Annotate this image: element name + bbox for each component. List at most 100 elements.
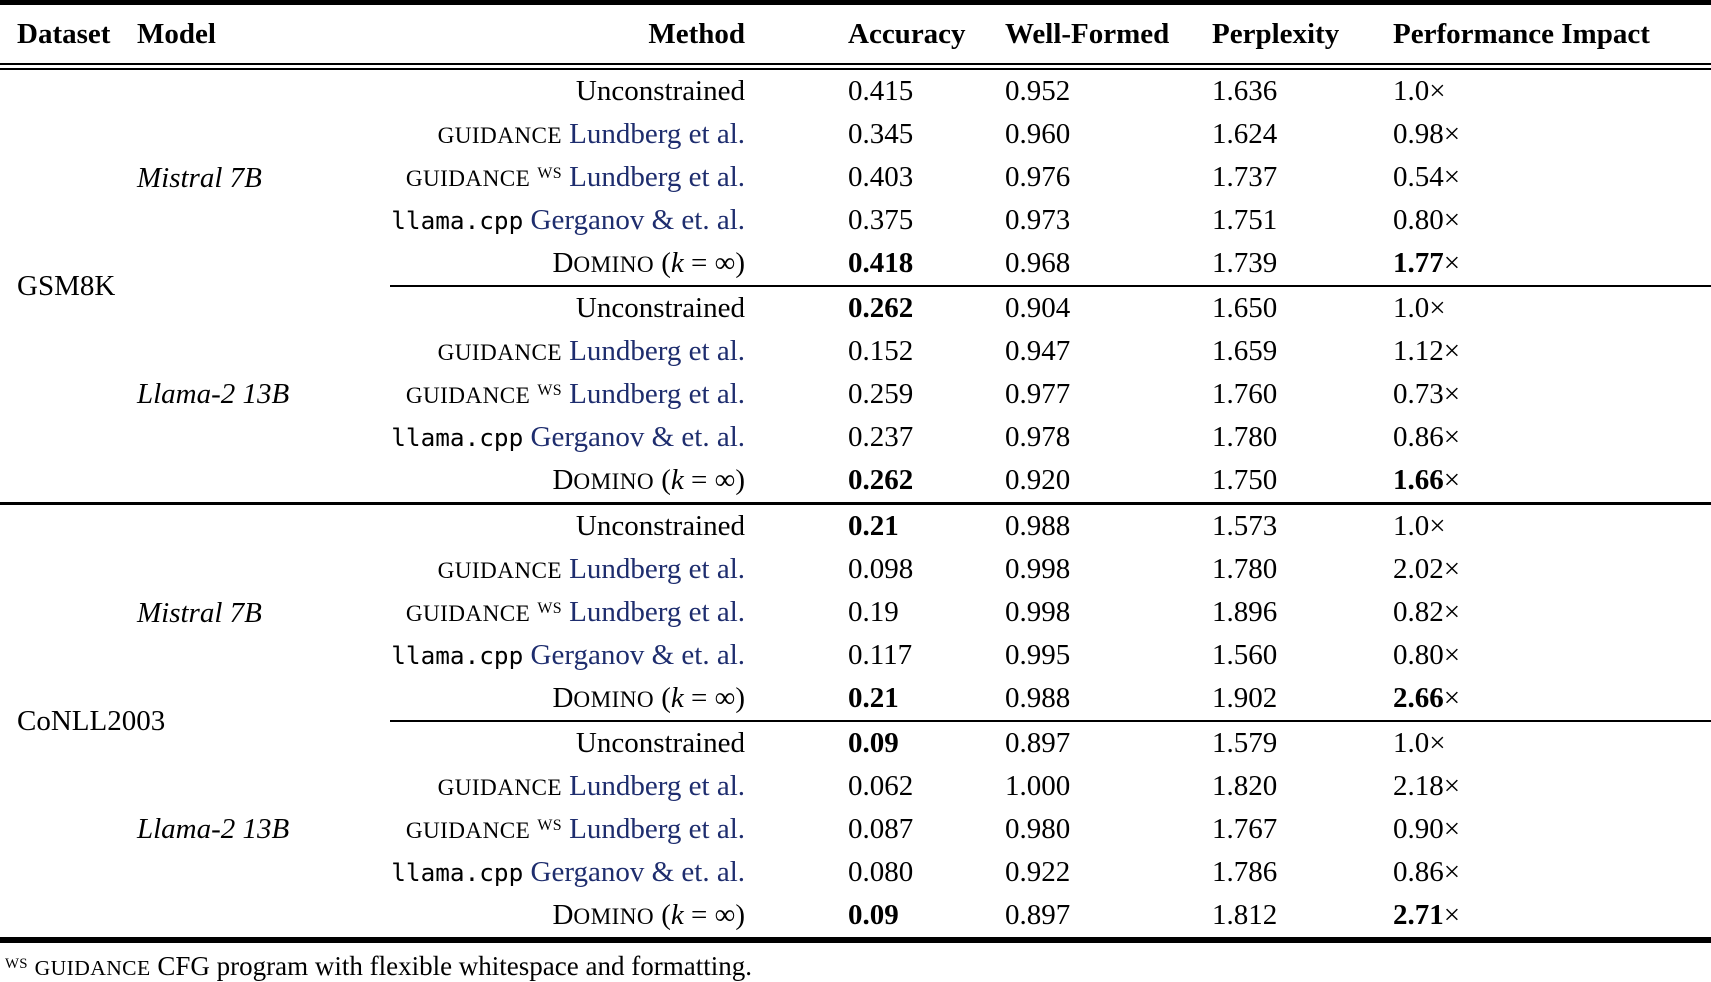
smallcaps-text: guidance [437,340,562,366]
accuracy-cell: 0.259 [770,373,1005,416]
method-cell: guidance Lundberg et al. [390,765,770,808]
method-cell: Unconstrained [390,286,770,330]
citation-link[interactable]: Lundberg et al. [569,596,745,628]
text-part [523,204,530,236]
well-formed-cell: 0.988 [1005,510,1071,542]
method-cell: Domino (k = ∞) [390,677,770,722]
model-cell: Llama-2 13B [137,721,390,943]
citation-link[interactable]: Lundberg et al. [569,161,745,193]
citation-link[interactable]: Lundberg et al. [569,378,745,410]
times-symbol: × [1443,639,1461,671]
method-cell: Unconstrained [390,504,770,549]
column-header-accuracy: Accuracy [770,2,1005,70]
method-cell: guidance WS Lundberg et al. [390,156,770,199]
smallcaps-text: guidance [405,383,531,409]
table-row: Llama-2 13B Unconstrained 0.262 0.904 1.650 1… [0,286,1711,505]
citation-link[interactable]: Lundberg et al. [569,770,745,802]
table-row: guidance WS Lundberg et al. 0.403 0.976 1.7… [0,156,1711,199]
method-cell: guidance Lundberg et al. [390,113,770,156]
accuracy-value: 0.418 [848,247,914,279]
table-row: llama.cpp Gerganov & et. al. 0.117 0.995 1.… [0,634,1711,677]
perplexity-cell: 1.636 [1212,75,1278,107]
perplexity-cell: 1.767 [1212,813,1278,845]
accuracy-value: 0.09 [848,899,899,931]
well-formed-cell: 0.922 [1005,856,1071,888]
perplexity-cell: 1.896 [1212,596,1278,628]
perplexity-cell: 1.650 [1212,292,1278,324]
table-row: llama.cpp Gerganov & et. al. 0.237 0.978 1.… [0,416,1711,459]
accuracy-value: 0.345 [848,118,914,150]
citation-link[interactable]: Lundberg et al. [569,118,745,150]
citation-link[interactable]: Lundberg et al. [569,813,745,845]
code-text: llama.cpp [391,641,524,670]
text-part: ∞) [714,464,745,496]
performance-impact-value: 1.0 [1393,292,1430,324]
citation-link[interactable]: Gerganov & et. al. [530,639,745,671]
performance-impact-value: 0.54 [1393,161,1444,193]
citation-link[interactable]: Gerganov & et. al. [530,204,745,236]
column-header-perplexity: Perplexity [1212,2,1393,70]
column-header-method: Method [390,2,770,70]
method-cell: llama.cpp Gerganov & et. al. [390,634,770,677]
accuracy-value: 0.21 [848,510,899,542]
accuracy-value: 0.087 [848,813,914,845]
performance-impact-value: 0.82 [1393,596,1444,628]
well-formed-cell: 0.995 [1005,639,1071,671]
superscript-text: WS [537,382,562,400]
smallcaps-text: guidance [437,558,562,584]
performance-impact-value: 2.71 [1393,899,1444,931]
model-cell: Llama-2 13B [137,286,390,505]
method-cell: llama.cpp Gerganov & et. al. [390,199,770,242]
table-body: GSM8K Mistral 7B Unconstrained 0.415 0.952 1.… [0,66,1711,943]
smallcaps-text: guidance [437,123,562,149]
performance-impact-value: 0.90 [1393,813,1444,845]
table-row: Llama-2 13B Unconstrained 0.09 0.897 1.579 1.… [0,721,1711,943]
accuracy-cell: 0.080 [770,851,1005,894]
accuracy-cell: 0.237 [770,416,1005,459]
citation-link[interactable]: Lundberg et al. [569,553,745,585]
perplexity-cell: 1.780 [1212,553,1278,585]
well-formed-cell: 0.978 [1005,421,1071,453]
accuracy-cell: 0.415 [770,67,1005,114]
accuracy-value: 0.403 [848,161,914,193]
performance-impact-cell: 1.66× [1393,459,1711,505]
performance-impact-cell: 1.0× [1393,286,1711,330]
smallcaps-text: guidance [405,166,531,192]
well-formed-cell: 0.976 [1005,161,1071,193]
performance-impact-cell: 2.66× [1393,677,1711,722]
table-header: Dataset Model Method Accuracy Well-Formed Per… [0,2,1711,70]
performance-impact-cell: 0.98× [1393,113,1711,156]
text-part: ∞) [714,682,745,714]
citation-link[interactable]: Gerganov & et. al. [530,856,745,888]
accuracy-value: 0.375 [848,204,914,236]
accuracy-cell: 0.087 [770,808,1005,851]
performance-impact-value: 2.18 [1393,770,1444,802]
times-symbol: × [1443,813,1461,845]
table-row: guidance Lundberg et al. 0.345 0.960 1.624 0… [0,113,1711,156]
text-part: = [683,464,715,496]
accuracy-cell: 0.262 [770,459,1005,505]
table-row: Domino (k = ∞) 0.09 0.897 1.812 2.71× [0,894,1711,943]
text-part: = [683,247,715,279]
accuracy-value: 0.117 [848,639,913,671]
well-formed-cell: 0.998 [1005,596,1071,628]
accuracy-value: 0.262 [848,292,914,324]
citation-link[interactable]: Lundberg et al. [569,335,745,367]
times-symbol: × [1443,770,1461,802]
citation-link[interactable]: Gerganov & et. al. [530,421,745,453]
accuracy-cell: 0.152 [770,330,1005,373]
perplexity-cell: 1.579 [1212,727,1278,759]
accuracy-value: 0.415 [848,75,914,107]
method-cell: Domino (k = ∞) [390,242,770,287]
smallcaps-text: Domino [552,464,654,496]
text-part: CFG program with flexible whitespace and… [150,951,752,981]
text-part: Unconstrained [575,510,745,542]
times-symbol: × [1429,727,1446,759]
performance-impact-cell: 2.18× [1393,765,1711,808]
performance-impact-cell: 1.0× [1393,504,1711,549]
accuracy-value: 0.262 [848,464,914,496]
table-row: guidance WS Lundberg et al. 0.087 0.980 1.7… [0,808,1711,851]
performance-impact-value: 2.02 [1393,553,1444,585]
well-formed-cell: 0.960 [1005,118,1071,150]
table-row: llama.cpp Gerganov & et. al. 0.080 0.922 1.… [0,851,1711,894]
